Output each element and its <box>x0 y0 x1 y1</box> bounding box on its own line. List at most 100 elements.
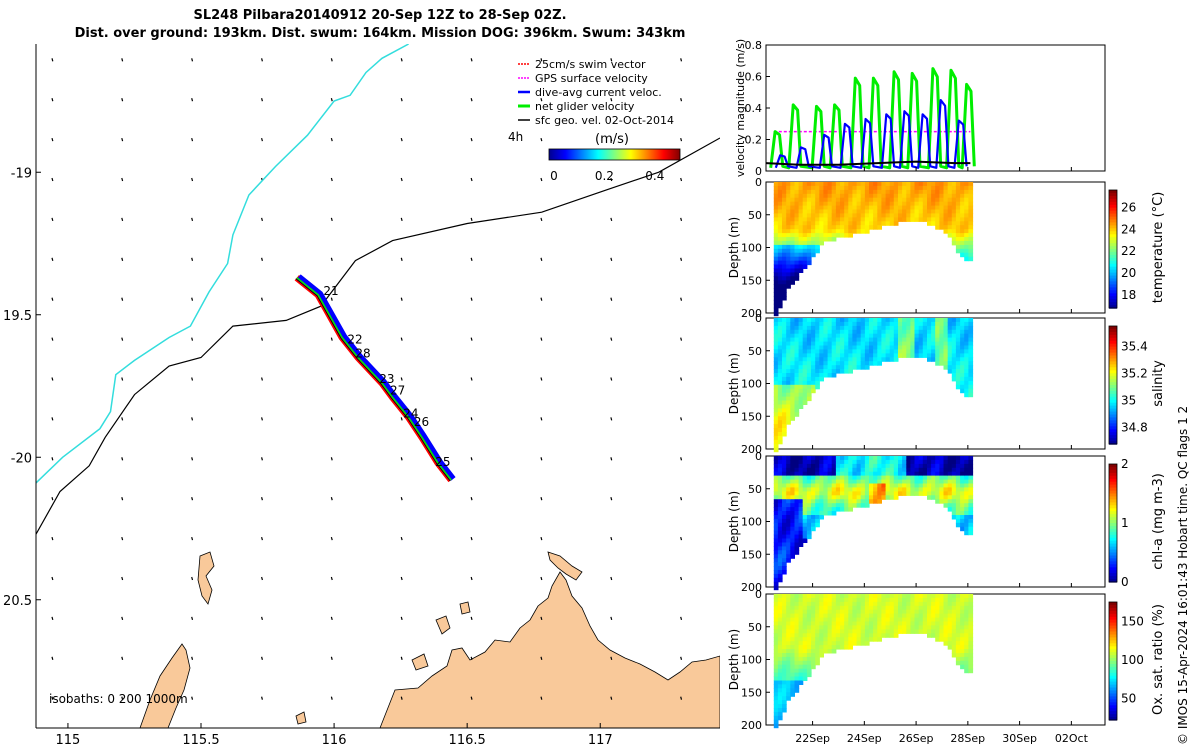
oxygen-colorbar-tick: 50 <box>1121 691 1136 705</box>
chla-ytick-label: 200 <box>741 581 762 594</box>
surface-vector <box>121 58 124 62</box>
colorbar-side-label: 4h <box>508 130 523 144</box>
surface-vector <box>470 417 473 421</box>
surface-vector <box>51 457 54 461</box>
surface-vector <box>330 257 333 261</box>
map-ytick-label: -20 <box>11 451 32 466</box>
surface-vector <box>540 576 543 581</box>
surface-vector <box>680 656 683 660</box>
surface-vector <box>191 536 194 541</box>
surface-vector <box>330 58 333 62</box>
surface-vector <box>51 377 54 381</box>
oxygen-colorbar: 150 100 50 Ox. sat. ratio (%) <box>1108 601 1166 721</box>
time-tick-label: 24Sep <box>847 732 882 745</box>
surface-vector <box>121 137 124 142</box>
day-label: 24 <box>403 406 418 420</box>
surface-vector <box>680 257 683 261</box>
peninsula-land <box>547 551 583 581</box>
legend-dive-avg: dive-avg current veloc. <box>535 86 662 99</box>
chla-colorbar: 2 1 0 chl-a (mg m-3) <box>1108 457 1166 589</box>
salinity-colorbar-tick: 34.8 <box>1121 421 1148 435</box>
surface-vector <box>400 417 403 421</box>
surface-vector <box>610 58 613 62</box>
surface-vector <box>470 576 473 581</box>
island-land-large <box>139 643 191 728</box>
surface-vector <box>470 457 473 461</box>
surface-vector <box>610 257 613 261</box>
surface-vector <box>330 656 333 660</box>
surface-vector <box>261 616 263 621</box>
surface-vector <box>680 58 683 62</box>
surface-vector <box>540 656 543 660</box>
surface-vector <box>121 656 124 660</box>
surface-vector <box>610 137 613 142</box>
time-tick-label: 30Sep <box>1002 732 1037 745</box>
surface-vector <box>470 297 473 301</box>
surface-vector <box>51 177 54 182</box>
oxygen-ytick-label: 150 <box>741 686 762 699</box>
surface-vector <box>680 137 683 142</box>
surface-vector <box>330 497 333 501</box>
surface-vector <box>51 696 54 700</box>
legend-gps: GPS surface velocity <box>535 72 648 85</box>
surface-vector <box>470 337 473 341</box>
surface-vector <box>51 576 54 581</box>
oxygen-colorbar-tick: 100 <box>1121 653 1144 667</box>
surface-vector <box>470 217 473 222</box>
surface-vector <box>540 58 543 62</box>
chla-ylabel: Depth (m) <box>727 491 741 552</box>
surface-vector <box>470 257 473 261</box>
surface-vector <box>610 217 613 222</box>
surface-vector <box>400 257 403 261</box>
salinity-colorbar-tick: 35 <box>1121 394 1136 408</box>
day-label: 26 <box>414 415 429 429</box>
surface-vector <box>121 337 124 341</box>
day-label: 22 <box>347 332 362 346</box>
surface-vector <box>51 217 54 222</box>
surface-vector <box>191 337 194 341</box>
surface-vector <box>400 616 403 621</box>
surface-vector <box>261 297 263 301</box>
velocity-ytick-label: 0.4 <box>745 102 763 115</box>
coastline-cyan <box>36 44 409 484</box>
surface-vector <box>540 497 543 501</box>
surface-velocity-vector-field <box>51 58 683 700</box>
surface-vector <box>680 337 683 341</box>
surface-vector <box>51 536 54 541</box>
surface-vector <box>680 616 683 621</box>
surface-vector <box>400 177 403 182</box>
surface-vector <box>121 576 124 581</box>
surface-vector <box>680 297 683 301</box>
surface-vector <box>261 696 263 700</box>
surface-vector <box>121 457 124 461</box>
surface-vector <box>540 177 543 182</box>
surface-vector <box>51 616 54 621</box>
salinity-ytick-label: 100 <box>741 378 762 391</box>
surface-vector <box>121 297 124 301</box>
salinity-colorbar-label: salinity <box>1151 360 1166 407</box>
chla-colorbar-label: chl-a (mg m-3) <box>1151 473 1166 570</box>
surface-vector <box>191 417 194 421</box>
surface-vector <box>330 696 333 700</box>
day-label: 21 <box>323 284 338 298</box>
salinity-ytick-label: 200 <box>741 443 762 456</box>
surface-vector <box>680 217 683 222</box>
surface-vector <box>470 177 473 182</box>
time-tick-label: 02Oct <box>1055 732 1089 745</box>
map-ytick-label: 19.5 <box>3 309 32 324</box>
track-line <box>295 278 451 482</box>
map-ytick-label: -19 <box>11 166 32 181</box>
map-xtick-label: 116.5 <box>449 733 486 748</box>
surface-vector <box>470 58 473 62</box>
surface-vector <box>540 536 543 541</box>
surface-vector <box>540 98 543 102</box>
oxygen-colorbar-tick: 150 <box>1121 614 1144 628</box>
surface-vector <box>540 137 543 142</box>
glider-track <box>294 274 456 483</box>
salinity-colorbar-tick: 35.4 <box>1121 339 1148 353</box>
surface-vector <box>680 377 683 381</box>
colorbar-tick-label: 0 <box>550 169 558 183</box>
surface-vector <box>400 98 403 102</box>
chla-colorbar-tick: 2 <box>1121 457 1129 471</box>
